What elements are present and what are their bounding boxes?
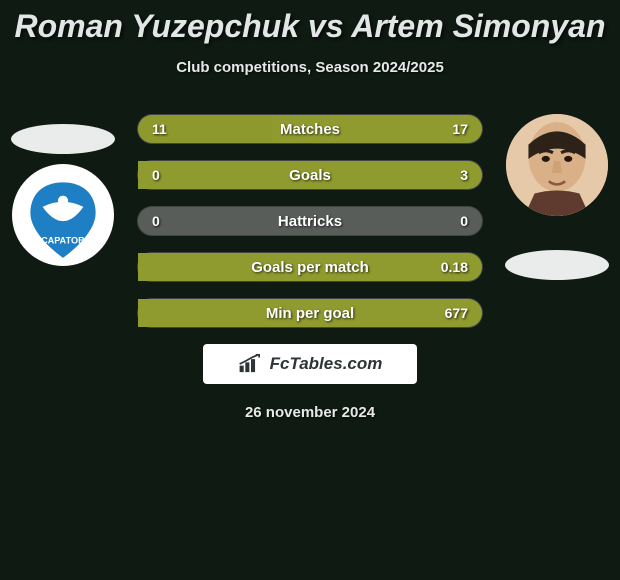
stat-value-right: 17 [452, 121, 468, 137]
player-left-column: САРАТОВ [8, 114, 118, 266]
player-right-ellipse [505, 250, 609, 280]
page-title: Roman Yuzepchuk vs Artem Simonyan [0, 0, 620, 45]
stat-label: Goals per match [251, 259, 369, 276]
player-left-club-badge: САРАТОВ [12, 164, 114, 266]
chart-icon [238, 354, 264, 374]
club-badge-icon: САРАТОВ [12, 164, 114, 266]
player-right-face-icon [506, 114, 608, 216]
stat-bar: 0.18 Goals per match [137, 252, 483, 282]
svg-text:САРАТОВ: САРАТОВ [41, 236, 85, 246]
stat-bars: 11 17 Matches 0 3 Goals 0 0 Hattricks 0.18 Goals p… [137, 114, 483, 328]
stat-bar: 0 0 Hattricks [137, 206, 483, 236]
stat-label: Hattricks [278, 213, 342, 230]
stat-value-right: 3 [460, 167, 468, 183]
stat-bar: 0 3 Goals [137, 160, 483, 190]
stat-bar: 677 Min per goal [137, 298, 483, 328]
stat-label: Goals [289, 167, 331, 184]
stat-label: Min per goal [266, 305, 354, 322]
stat-value-right: 0 [460, 213, 468, 229]
stat-value-left: 0 [152, 213, 160, 229]
stat-bar: 11 17 Matches [137, 114, 483, 144]
comparison-block: САРАТОВ [0, 114, 620, 328]
stat-value-left: 0 [152, 167, 160, 183]
watermark-text: FcTables.com [270, 354, 383, 374]
infographic: Roman Yuzepchuk vs Artem Simonyan Club c… [0, 0, 620, 580]
player-left-ellipse [11, 124, 115, 154]
watermark-badge: FcTables.com [203, 344, 417, 384]
subtitle: Club competitions, Season 2024/2025 [0, 59, 620, 76]
stat-value-left: 11 [152, 121, 167, 137]
infographic-date: 26 november 2024 [0, 404, 620, 421]
player-right-column [502, 114, 612, 280]
stat-value-right: 0.18 [441, 259, 468, 275]
stat-value-right: 677 [445, 305, 468, 321]
stat-label: Matches [280, 121, 340, 138]
player-right-avatar [506, 114, 608, 216]
